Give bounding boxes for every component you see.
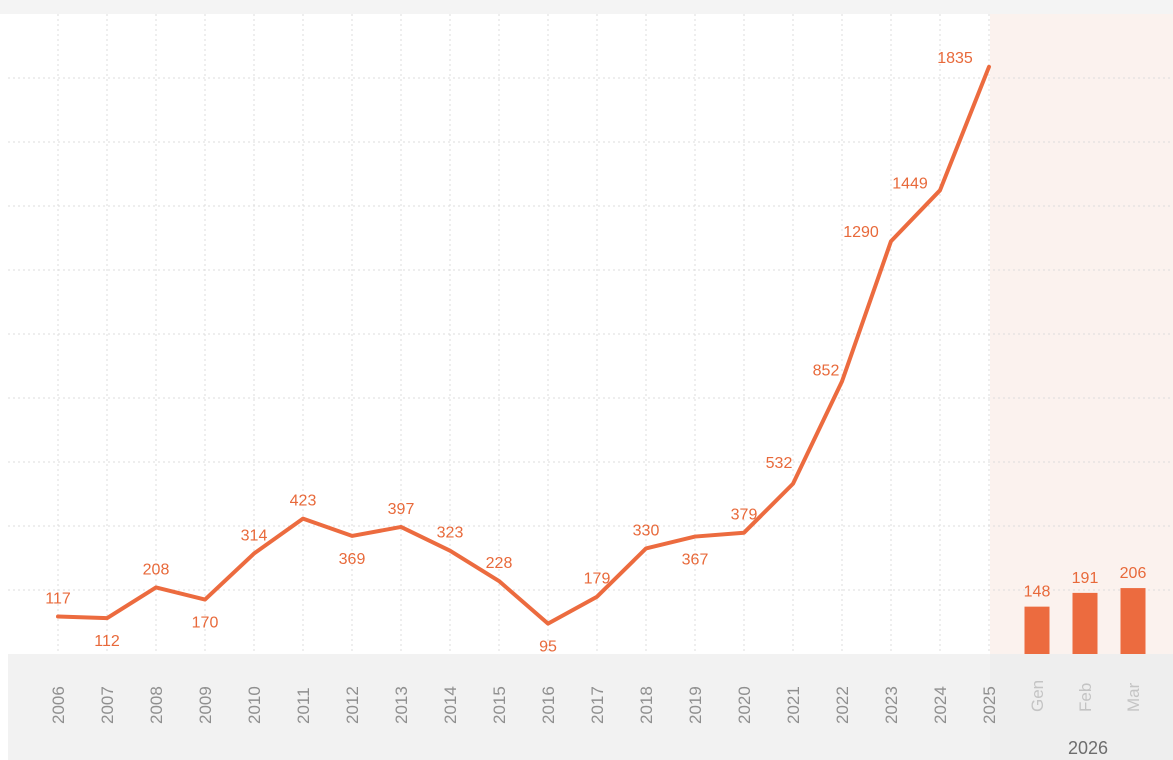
data-labels: 117 112 208 170 314 423 369 397 323 228 95 179 330 36… xyxy=(45,50,1146,656)
grid xyxy=(8,14,1173,654)
annual-series-line xyxy=(56,64,991,626)
data-label: 423 xyxy=(290,493,317,510)
data-label: 1290 xyxy=(843,224,879,241)
x-tick-label: 2019 xyxy=(686,686,705,724)
month-tick-label: Feb xyxy=(1076,683,1095,712)
x-tick-label: 2013 xyxy=(392,686,411,724)
data-label: 179 xyxy=(584,571,611,588)
x-axis-band xyxy=(8,654,990,760)
month-tick-label: Mar xyxy=(1124,682,1143,712)
data-label: 397 xyxy=(388,501,415,518)
x-tick-label: 2025 xyxy=(980,686,999,724)
data-label: 532 xyxy=(766,455,793,472)
data-label: 1449 xyxy=(892,175,928,192)
data-label: 314 xyxy=(241,528,268,545)
monthly-axis-band xyxy=(990,654,1173,760)
data-label: 228 xyxy=(486,555,513,572)
x-tick-label: 2017 xyxy=(588,686,607,724)
x-tick-label: 2014 xyxy=(441,686,460,724)
x-tick-label: 2006 xyxy=(49,686,68,724)
x-tick-label: 2012 xyxy=(343,686,362,724)
x-tick-label: 2023 xyxy=(882,686,901,724)
bar-data-label: 191 xyxy=(1072,570,1099,587)
x-tick-label: 2020 xyxy=(735,686,754,724)
x-tick-label: 2010 xyxy=(245,686,264,724)
top-band xyxy=(0,0,1173,14)
x-tick-label: 2016 xyxy=(539,686,558,724)
x-tick-label: 2024 xyxy=(931,686,950,724)
x-tick-label: 2009 xyxy=(196,686,215,724)
x-tick-label: 2022 xyxy=(833,686,852,724)
monthly-bar xyxy=(1024,606,1050,654)
x-tick-label: 2007 xyxy=(98,686,117,724)
monthly-bars xyxy=(1024,588,1146,654)
data-label: 117 xyxy=(45,591,71,608)
data-label: 369 xyxy=(339,551,366,568)
data-label: 1835 xyxy=(937,50,973,67)
data-label: 95 xyxy=(539,639,557,656)
data-label: 852 xyxy=(813,362,840,379)
data-label: 330 xyxy=(633,522,660,539)
monthly-group-label: 2026 xyxy=(1068,738,1108,758)
data-label: 112 xyxy=(94,633,120,650)
data-label: 367 xyxy=(682,552,709,569)
data-label: 208 xyxy=(143,561,170,578)
monthly-bar xyxy=(1120,588,1146,654)
x-tick-label: 2015 xyxy=(490,686,509,724)
data-label: 379 xyxy=(731,507,758,524)
x-tick-label: 2021 xyxy=(784,686,803,724)
x-axis-ticks: 2006 2007 2008 2009 2010 2011 2012 2013 2014 2015… xyxy=(49,680,1143,724)
x-tick-label: 2008 xyxy=(147,686,166,724)
data-label: 323 xyxy=(437,525,464,542)
month-tick-label: Gen xyxy=(1028,680,1047,712)
x-tick-label: 2018 xyxy=(637,686,656,724)
x-tick-label: 2011 xyxy=(294,687,313,724)
data-label: 170 xyxy=(192,615,219,632)
bar-data-label: 206 xyxy=(1120,565,1147,582)
monthly-bar xyxy=(1072,592,1098,654)
bar-data-label: 148 xyxy=(1024,584,1051,601)
